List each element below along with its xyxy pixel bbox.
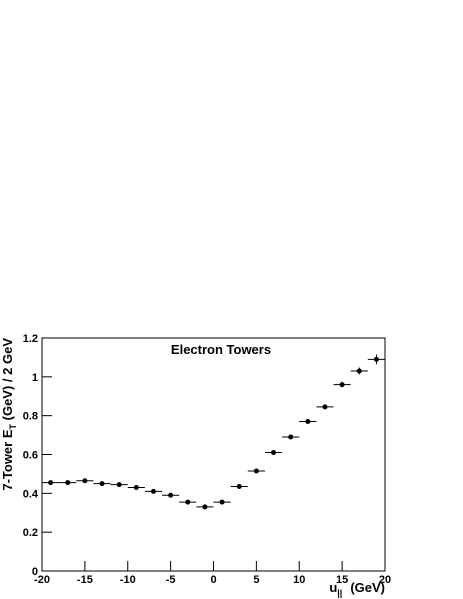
x-label-sub: || bbox=[337, 588, 342, 598]
y-label-main: 7-Tower E bbox=[0, 429, 15, 490]
data-point bbox=[219, 499, 225, 505]
data-point bbox=[99, 481, 105, 487]
data-point bbox=[185, 499, 191, 505]
x-tick-label: 20 bbox=[379, 574, 391, 586]
x-label-main: u bbox=[329, 580, 337, 595]
data-point bbox=[373, 356, 379, 362]
chart-title: Electron Towers bbox=[171, 342, 271, 357]
y-tick-label: 0.6 bbox=[23, 450, 38, 462]
x-tick-label: 10 bbox=[293, 574, 305, 586]
data-point bbox=[253, 468, 259, 474]
data-point bbox=[305, 418, 311, 424]
x-tick-label: 0 bbox=[210, 574, 216, 586]
data-point bbox=[133, 485, 139, 491]
x-axis-label: u|| (GeV) bbox=[329, 580, 385, 598]
x-tick-label: 5 bbox=[253, 574, 259, 586]
x-tick-label: -5 bbox=[166, 574, 176, 586]
x-tick-label: -20 bbox=[34, 574, 50, 586]
data-point bbox=[271, 450, 277, 456]
data-point bbox=[82, 478, 88, 484]
data-point bbox=[168, 492, 174, 498]
data-point bbox=[288, 434, 294, 440]
x-tick-label: -10 bbox=[120, 574, 136, 586]
x-label-unit: (GeV) bbox=[350, 580, 385, 595]
data-point bbox=[48, 480, 54, 486]
y-axis-label: 7-Tower ET (GeV) / 2 GeV bbox=[0, 338, 18, 491]
data-point bbox=[65, 480, 71, 486]
y-tick-label: 0.2 bbox=[23, 527, 38, 539]
x-tick-label: 15 bbox=[336, 574, 348, 586]
x-tick-label: -15 bbox=[77, 574, 93, 586]
y-tick-label: 1.2 bbox=[23, 333, 38, 345]
y-tick-label: 0.4 bbox=[23, 488, 39, 500]
plot-frame bbox=[41, 337, 386, 572]
y-label-sub: T bbox=[8, 423, 18, 429]
y-tick-label: 0.8 bbox=[23, 411, 38, 423]
data-point bbox=[202, 504, 208, 510]
data-point bbox=[236, 484, 242, 490]
data-point bbox=[116, 482, 122, 488]
data-point bbox=[356, 368, 362, 374]
y-label-unit: (GeV) / 2 GeV bbox=[0, 338, 15, 424]
data-point bbox=[150, 488, 156, 494]
data-point bbox=[339, 382, 345, 388]
data-point bbox=[322, 404, 328, 410]
y-tick-label: 1 bbox=[32, 372, 38, 384]
y-tick-label: 0 bbox=[32, 566, 38, 578]
